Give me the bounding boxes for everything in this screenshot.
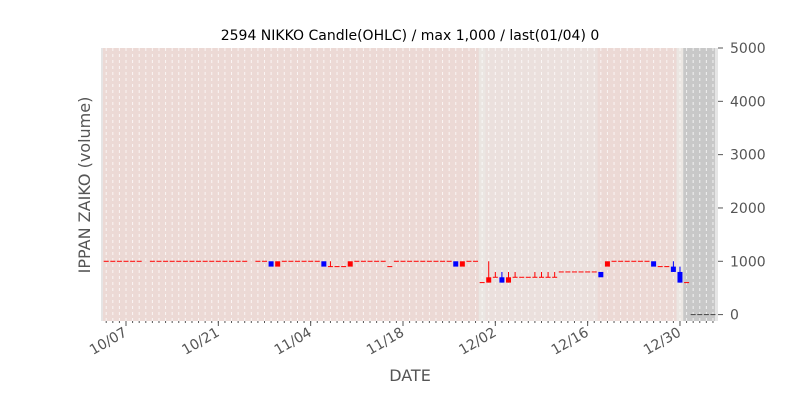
y-tick-label: 3000 bbox=[730, 148, 766, 164]
x-axis-label: DATE bbox=[389, 366, 431, 385]
candle bbox=[275, 261, 281, 267]
chart-title: 2594 NIKKO Candle(OHLC) / max 1,000 / la… bbox=[221, 28, 600, 44]
x-axis: 10/07 10/21 11/04 11/18 12/02 12/16 12/30 bbox=[87, 321, 714, 359]
candle-body bbox=[598, 271, 604, 278]
y-axis: 0 1000 2000 3000 4000 5000 bbox=[718, 41, 766, 324]
x-tick-label: 12/16 bbox=[549, 325, 592, 359]
background-band bbox=[102, 48, 479, 321]
candle-body bbox=[651, 261, 657, 267]
candle bbox=[453, 261, 459, 267]
candle-body bbox=[604, 261, 610, 267]
candle bbox=[552, 271, 558, 278]
y-tick-label: 4000 bbox=[730, 94, 766, 110]
x-tick-label: 11/18 bbox=[364, 325, 407, 359]
x-tick-label: 10/21 bbox=[179, 325, 222, 359]
candle-body bbox=[347, 261, 353, 267]
x-tick-label: 10/07 bbox=[87, 325, 130, 359]
x-tick-label: 12/30 bbox=[641, 325, 684, 359]
candle-body bbox=[506, 277, 512, 283]
candle-body bbox=[670, 266, 676, 272]
candle bbox=[321, 261, 327, 267]
background-bands bbox=[101, 48, 718, 321]
candle bbox=[677, 266, 683, 283]
candle bbox=[512, 271, 518, 278]
candle bbox=[327, 261, 333, 268]
candle bbox=[538, 271, 544, 278]
background-band bbox=[478, 48, 486, 321]
candles bbox=[103, 260, 716, 316]
background-band bbox=[597, 48, 677, 321]
candle bbox=[268, 261, 274, 267]
candle-body bbox=[321, 261, 327, 267]
candle-body bbox=[677, 271, 683, 283]
candle-body bbox=[486, 277, 492, 283]
background-band bbox=[101, 48, 103, 321]
background-band bbox=[676, 48, 684, 321]
candle bbox=[486, 261, 492, 283]
y-tick-label: 2000 bbox=[730, 201, 766, 217]
candle bbox=[492, 271, 498, 278]
x-tick-label: 12/02 bbox=[456, 325, 499, 359]
candle bbox=[545, 271, 551, 278]
candle bbox=[347, 261, 353, 267]
y-axis-label: IPPAN ZAIKO (volume) bbox=[75, 97, 94, 274]
candle-body bbox=[459, 261, 465, 267]
y-tick-label: 0 bbox=[730, 308, 739, 324]
candle bbox=[499, 271, 505, 283]
candle-body bbox=[453, 261, 459, 267]
candle bbox=[598, 271, 604, 278]
candle bbox=[651, 261, 657, 267]
x-tick-label: 11/04 bbox=[272, 325, 315, 359]
candle bbox=[532, 271, 538, 278]
y-tick-label: 5000 bbox=[730, 41, 766, 57]
candle bbox=[506, 271, 512, 283]
candle-body bbox=[499, 277, 505, 283]
candle bbox=[670, 261, 676, 272]
candle bbox=[604, 261, 610, 267]
background-band bbox=[683, 48, 715, 321]
y-tick-label: 1000 bbox=[730, 254, 766, 270]
candle bbox=[459, 261, 465, 267]
candle-body bbox=[268, 261, 274, 267]
candle-body bbox=[275, 261, 281, 267]
